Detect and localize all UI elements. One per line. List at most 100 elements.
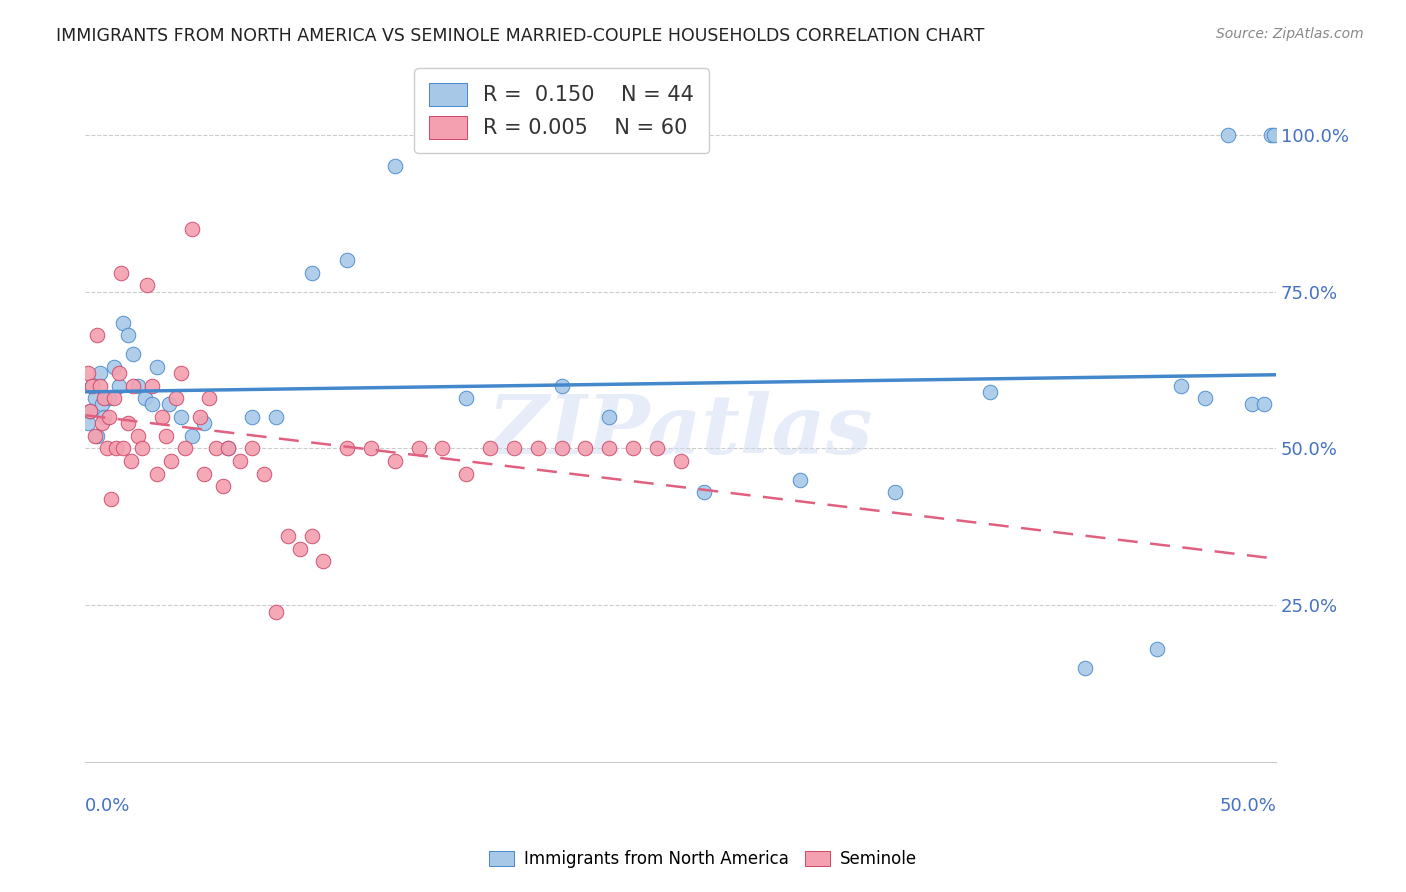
Point <box>240 410 263 425</box>
Point <box>550 442 572 456</box>
Point <box>174 442 197 456</box>
Point <box>1241 397 1264 411</box>
Point <box>193 417 215 431</box>
Point <box>408 442 430 456</box>
Point <box>1253 397 1275 411</box>
Point <box>432 442 454 456</box>
Point <box>157 397 180 411</box>
Point <box>131 442 153 456</box>
Point <box>82 378 104 392</box>
Point <box>645 442 668 456</box>
Point <box>277 529 299 543</box>
Point <box>217 442 239 456</box>
Point <box>1170 378 1192 392</box>
Point <box>110 266 132 280</box>
Point <box>264 410 287 425</box>
Point <box>150 410 173 425</box>
Text: Source: ZipAtlas.com: Source: ZipAtlas.com <box>1216 27 1364 41</box>
Point <box>160 454 183 468</box>
Point <box>336 442 359 456</box>
Legend: R =  0.150    N = 44, R = 0.005    N = 60: R = 0.150 N = 44, R = 0.005 N = 60 <box>415 69 709 153</box>
Point <box>240 442 263 456</box>
Point <box>288 541 311 556</box>
Point <box>98 410 121 425</box>
Point <box>117 417 139 431</box>
Point <box>96 442 118 456</box>
Point <box>264 605 287 619</box>
Point <box>253 467 276 481</box>
Point <box>165 391 187 405</box>
Point <box>479 442 502 456</box>
Point <box>107 378 129 392</box>
Point <box>136 278 159 293</box>
Point <box>456 391 478 405</box>
Point <box>384 159 406 173</box>
Point <box>82 378 104 392</box>
Point <box>229 454 252 468</box>
Point <box>117 328 139 343</box>
Point <box>169 366 191 380</box>
Point <box>188 410 211 425</box>
Point <box>76 417 98 431</box>
Point <box>141 378 163 392</box>
Text: ZIPatlas: ZIPatlas <box>488 391 873 471</box>
Point <box>107 366 129 380</box>
Text: IMMIGRANTS FROM NORTH AMERICA VS SEMINOLE MARRIED-COUPLE HOUSEHOLDS CORRELATION : IMMIGRANTS FROM NORTH AMERICA VS SEMINOL… <box>56 27 984 45</box>
Point <box>621 442 644 456</box>
Point <box>134 391 156 405</box>
Point <box>789 473 811 487</box>
Point <box>1074 661 1097 675</box>
Point <box>503 442 526 456</box>
Point <box>93 410 115 425</box>
Point <box>212 479 235 493</box>
Point <box>884 485 907 500</box>
Point <box>693 485 716 500</box>
Point <box>979 384 1001 399</box>
Point <box>1263 128 1285 142</box>
Point <box>120 454 142 468</box>
Point <box>526 442 548 456</box>
Point <box>301 266 323 280</box>
Point <box>122 347 145 361</box>
Point <box>312 554 335 568</box>
Point <box>205 442 228 456</box>
Point <box>360 442 382 456</box>
Point <box>598 442 620 456</box>
Point <box>198 391 221 405</box>
Point <box>89 378 111 392</box>
Point <box>145 359 167 374</box>
Point <box>127 429 149 443</box>
Point <box>169 410 191 425</box>
Point <box>1146 642 1168 657</box>
Point <box>193 467 215 481</box>
Point <box>93 391 115 405</box>
Point <box>574 442 596 456</box>
Point <box>598 410 620 425</box>
Point <box>384 454 406 468</box>
Point <box>122 378 145 392</box>
Point <box>181 221 204 235</box>
Legend: Immigrants from North America, Seminole: Immigrants from North America, Seminole <box>482 844 924 875</box>
Point <box>83 429 105 443</box>
Point <box>336 253 359 268</box>
Text: 0.0%: 0.0% <box>86 797 131 814</box>
Point <box>181 429 204 443</box>
Point <box>105 442 128 456</box>
Point <box>1218 128 1240 142</box>
Point <box>76 366 98 380</box>
Point <box>98 391 121 405</box>
Point <box>89 366 111 380</box>
Point <box>669 454 692 468</box>
Point <box>141 397 163 411</box>
Point <box>301 529 323 543</box>
Point <box>79 403 101 417</box>
Point <box>83 391 105 405</box>
Point <box>79 403 101 417</box>
Point <box>86 429 108 443</box>
Point <box>1260 128 1282 142</box>
Point <box>103 391 125 405</box>
Point <box>86 328 108 343</box>
Point <box>103 359 125 374</box>
Point <box>1194 391 1216 405</box>
Point <box>127 378 149 392</box>
